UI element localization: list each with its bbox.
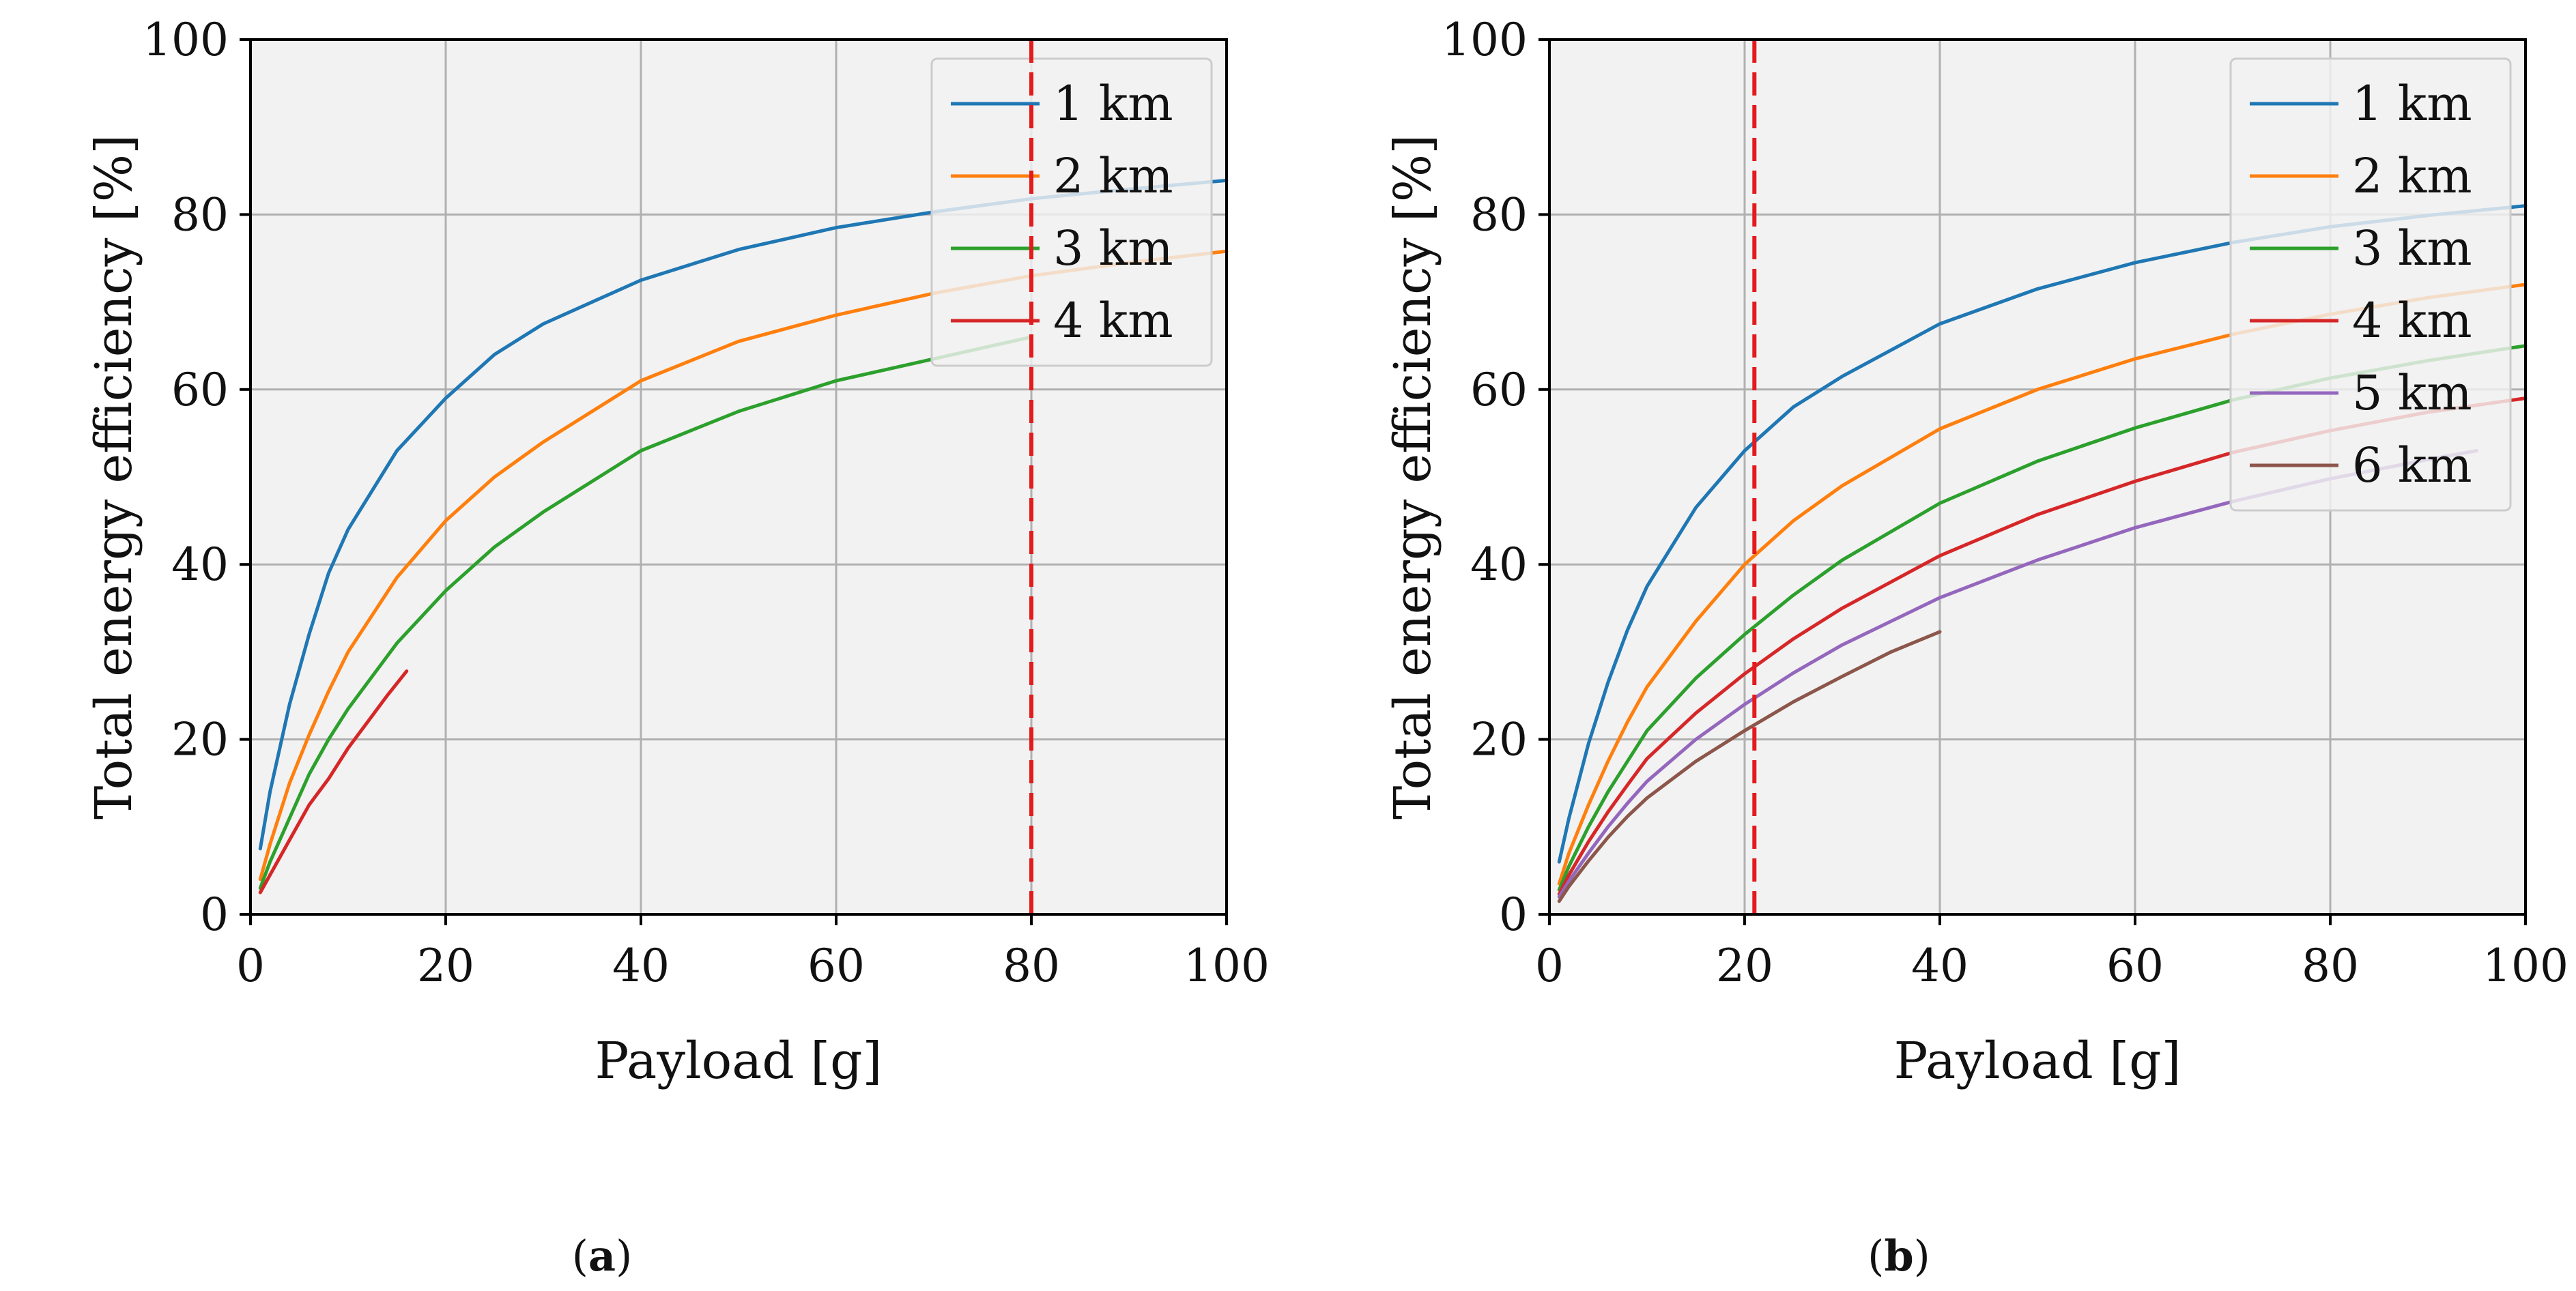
x-tick-label: 100 [1184, 940, 1270, 992]
x-axis-label: Payload [g] [595, 1032, 883, 1090]
legend: 1 km 2 km 3 km 4 km 5 km 6 km [2229, 57, 2512, 512]
legend-item: 1 km [2250, 76, 2472, 132]
legend-item: 3 km [2250, 220, 2472, 276]
y-tick-label: 40 [1470, 538, 1528, 591]
legend-label: 3 km [2352, 220, 2472, 276]
x-tick-label: 60 [807, 940, 865, 992]
legend-item: 4 km [2250, 293, 2472, 349]
axes-frame [1548, 38, 2527, 916]
y-tick-label: 60 [171, 364, 229, 416]
axes-frame [249, 38, 1228, 916]
series-line-3-km [258, 335, 1033, 890]
panel-caption: (a) [572, 1231, 633, 1281]
legend-item: 5 km [2250, 365, 2472, 421]
x-axis-label: Payload [g] [1894, 1032, 2181, 1090]
chart-panel-a: 1 km 2 km 3 km 4 km 0 20 40 60 80 100 0 20 40 60 80 100… [85, 14, 1270, 1281]
panel-caption: (b) [1867, 1231, 1930, 1281]
legend-box [930, 57, 1213, 367]
caption-close-paren: ) [1914, 1231, 1930, 1281]
y-tick-label: 80 [1470, 188, 1528, 241]
legend-item: 2 km [951, 148, 1173, 204]
caption-letter: b [1884, 1231, 1913, 1281]
x-axis-ticks: 0 20 40 60 80 100 [236, 914, 1270, 992]
y-axis-label: Total energy efficiency [%] [1384, 134, 1442, 819]
legend-label: 2 km [1053, 148, 1173, 204]
x-tick-label: 20 [1716, 940, 1773, 992]
legend-label: 3 km [1053, 220, 1173, 276]
legend-item: 3 km [951, 220, 1173, 276]
y-tick-label: 80 [171, 188, 229, 241]
series-line-6-km [1557, 630, 1942, 903]
series-line-4-km [258, 669, 409, 895]
x-tick-label: 0 [236, 940, 265, 992]
legend-label: 5 km [2352, 365, 2472, 421]
y-tick-label: 20 [1470, 714, 1528, 766]
x-tick-label: 40 [612, 940, 670, 992]
legend-label: 1 km [2352, 76, 2472, 132]
legend-label: 1 km [1053, 76, 1173, 132]
x-tick-label: 60 [2106, 940, 2164, 992]
caption-letter: a [588, 1231, 616, 1281]
legend-label: 6 km [2352, 437, 2472, 493]
y-tick-label: 0 [200, 888, 229, 941]
chart-panel-b: 1 km 2 km 3 km 4 km 5 km 6 km 0 20 40 60 80 100 0 20 4… [1384, 14, 2568, 1281]
x-tick-label: 100 [2482, 940, 2568, 992]
y-tick-label: 40 [171, 538, 229, 591]
y-axis-ticks: 0 20 40 60 80 100 [143, 14, 251, 941]
legend-item: 2 km [2250, 148, 2472, 204]
x-tick-label: 0 [1535, 940, 1564, 992]
legend-label: 4 km [1053, 293, 1173, 349]
caption-close-paren: ) [616, 1231, 632, 1281]
legend-label: 4 km [2352, 293, 2472, 349]
x-tick-label: 80 [1003, 940, 1060, 992]
legend-label: 2 km [2352, 148, 2472, 204]
y-tick-label: 100 [1442, 14, 1528, 66]
y-tick-label: 0 [1499, 888, 1528, 941]
legend-item: 1 km [951, 76, 1173, 132]
legend-box [2229, 57, 2512, 512]
y-tick-label: 60 [1470, 364, 1528, 416]
x-tick-label: 40 [1911, 940, 1969, 992]
y-axis-label: Total energy efficiency [%] [85, 134, 143, 819]
legend: 1 km 2 km 3 km 4 km [930, 57, 1213, 367]
x-tick-label: 80 [2302, 940, 2359, 992]
x-tick-label: 20 [417, 940, 474, 992]
y-axis-ticks: 0 20 40 60 80 100 [1442, 14, 1549, 941]
legend-item: 6 km [2250, 437, 2472, 493]
y-tick-label: 100 [143, 14, 229, 66]
y-tick-label: 20 [171, 714, 229, 766]
x-axis-ticks: 0 20 40 60 80 100 [1535, 914, 2568, 992]
caption-open-paren: ( [1867, 1231, 1884, 1281]
caption-open-paren: ( [572, 1231, 588, 1281]
legend-item: 4 km [951, 293, 1173, 349]
